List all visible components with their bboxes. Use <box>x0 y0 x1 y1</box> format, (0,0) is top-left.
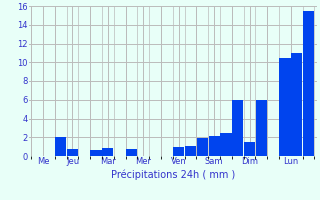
Bar <box>303 11 314 156</box>
Bar <box>279 58 291 156</box>
Bar <box>291 53 302 156</box>
Bar <box>91 150 102 156</box>
Bar <box>102 148 114 156</box>
Bar <box>232 100 243 156</box>
Bar <box>67 149 78 156</box>
Bar <box>173 147 184 156</box>
Bar <box>220 133 232 156</box>
Bar <box>244 142 255 156</box>
Bar <box>126 149 137 156</box>
Bar <box>256 100 267 156</box>
X-axis label: Précipitations 24h ( mm ): Précipitations 24h ( mm ) <box>111 169 235 180</box>
Bar <box>55 137 66 156</box>
Bar <box>209 136 220 156</box>
Bar <box>185 146 196 156</box>
Bar <box>197 138 208 156</box>
